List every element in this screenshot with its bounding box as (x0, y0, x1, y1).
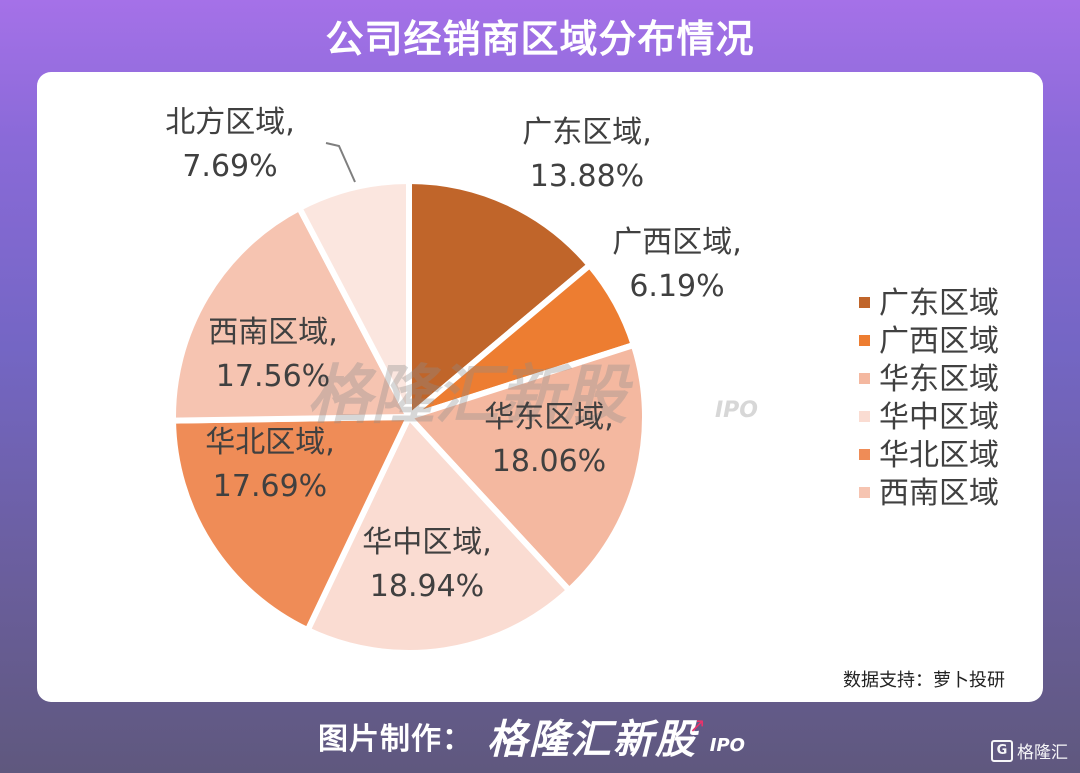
watermark-logo: 格隆汇新股 (307, 359, 634, 433)
watermark-ipo: IPO (715, 398, 758, 423)
slice-3 (304, 414, 573, 656)
legend-swatch (859, 335, 870, 346)
footer-ipo-logo: IPO (709, 734, 745, 756)
data-label-value: 6.19% (629, 269, 724, 304)
footer-label: 图片制作： (318, 722, 473, 757)
slice-2 (406, 342, 648, 594)
data-source: 数据支持：萝卜投研 (843, 670, 1005, 691)
data-label-value: 7.69% (182, 149, 277, 184)
legend-item: 广东区域 (879, 286, 999, 321)
legend-swatch (859, 297, 870, 308)
data-label-name: 华中区域, (362, 525, 492, 560)
legend-swatch (859, 449, 870, 460)
data-label-name: 广东区域, (522, 115, 652, 150)
legend-swatch (859, 487, 870, 498)
data-label-value: 18.94% (370, 569, 484, 604)
data-label-name: 华东区域, (484, 400, 614, 435)
slice-0 (406, 178, 593, 420)
footer: 图片制作： 格隆汇新股 ↗ IPO (318, 708, 745, 764)
pie-chart: 格隆汇新股 IPO 广东区域, 13.88% 广西区域, 6.19% 华东区域, 18.06%… (165, 105, 999, 656)
data-label-name: 北方区域, (165, 105, 295, 140)
data-label-name: 华北区域, (205, 425, 335, 460)
chart-card: 格隆汇新股 IPO 广东区域, 13.88% 广西区域, 6.19% 华东区域, 18.06%… (37, 72, 1043, 702)
data-label-value: 17.69% (213, 469, 327, 504)
legend-item: 华北区域 (879, 438, 999, 473)
slice-4 (170, 414, 412, 634)
legend-item: 西南区域 (879, 476, 999, 511)
page-title: 公司经销商区域分布情况 (325, 17, 755, 61)
slice-6 (296, 178, 412, 420)
data-label-value: 17.56% (216, 359, 330, 394)
corner-logo-text: 格隆汇 (1017, 743, 1068, 763)
slice-5 (170, 205, 412, 424)
legend-swatch (859, 373, 870, 384)
data-label-value: 13.88% (530, 159, 644, 194)
footer-brand-logo: 格隆汇新股 (487, 717, 697, 763)
data-label-name: 西南区域, (208, 315, 338, 350)
data-label-value: 18.06% (492, 444, 606, 479)
legend-item: 华中区域 (879, 400, 999, 435)
corner-logo: G 格隆汇 (991, 738, 1068, 763)
legend-swatch (859, 411, 870, 422)
legend-item: 华东区域 (879, 362, 999, 397)
legend-item: 广西区域 (879, 324, 999, 359)
leader-line (325, 142, 356, 183)
brand-g-icon: G (991, 739, 1013, 762)
data-label-name: 广西区域, (612, 225, 742, 260)
trend-arrow-icon: ↗ (689, 713, 706, 737)
